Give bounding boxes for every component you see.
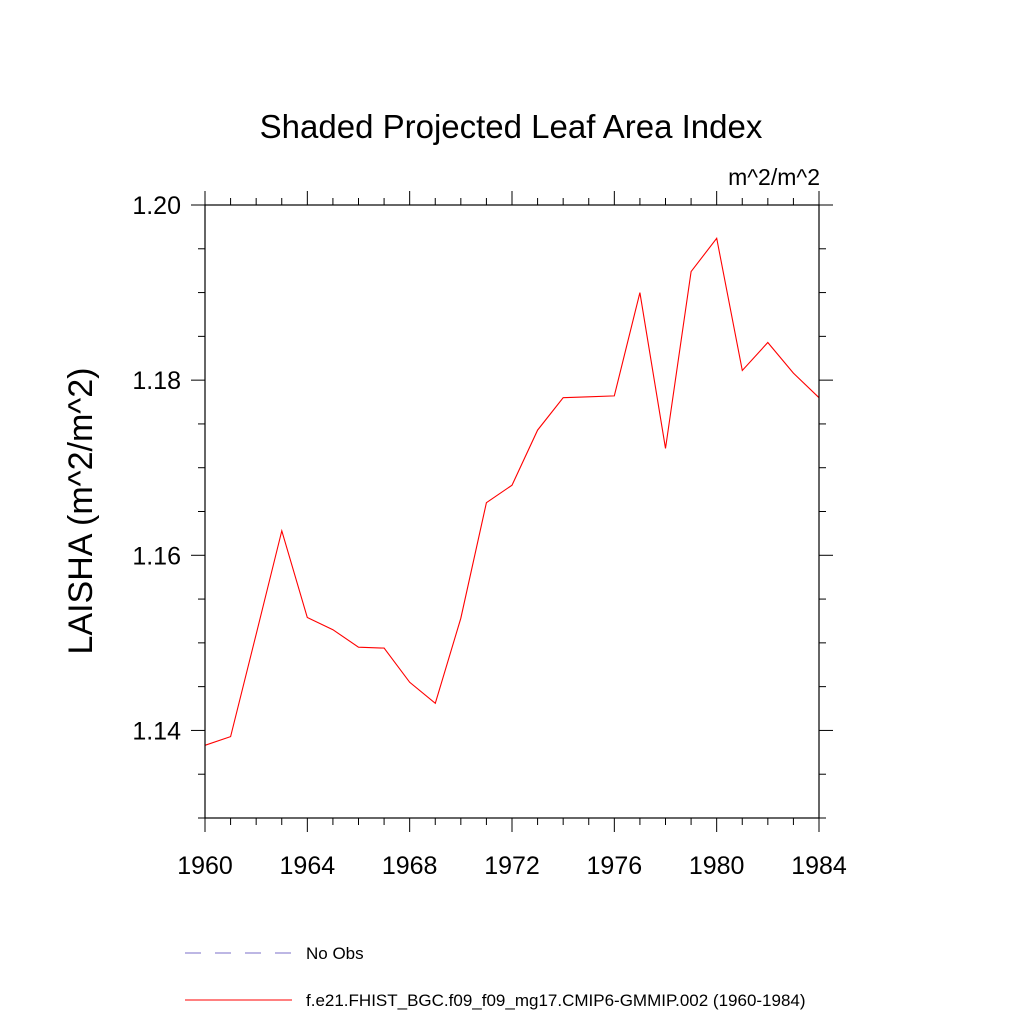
axis-ticks xyxy=(191,191,833,832)
plot-frame xyxy=(204,204,820,819)
x-tick-label: 1968 xyxy=(382,852,438,880)
x-tick-label: 1984 xyxy=(791,852,847,880)
chart-title: Shaded Projected Leaf Area Index xyxy=(260,108,763,145)
series-lines xyxy=(204,236,820,746)
x-tick-label: 1976 xyxy=(587,852,643,880)
x-tick-labels: 1960 1964 1968 1972 1976 1980 1984 xyxy=(177,852,847,880)
legend: No Obs f.e21.FHIST_BGC.f09_f09_mg17.CMIP… xyxy=(185,944,806,1010)
series-line xyxy=(204,236,820,746)
y-tick-label: 1.16 xyxy=(132,542,181,570)
y-tick-label: 1.18 xyxy=(132,367,181,395)
x-tick-label: 1972 xyxy=(484,852,540,880)
units-label: m^2/m^2 xyxy=(728,164,820,190)
y-tick-label: 1.20 xyxy=(132,192,181,220)
x-tick-label: 1960 xyxy=(177,852,233,880)
legend-label-no-obs: No Obs xyxy=(306,944,364,963)
legend-label-model: f.e21.FHIST_BGC.f09_f09_mg17.CMIP6-GMMIP… xyxy=(306,991,806,1010)
y-axis-label: LAISHA (m^2/m^2) xyxy=(62,368,100,655)
x-tick-label: 1964 xyxy=(280,852,336,880)
x-tick-label: 1980 xyxy=(689,852,745,880)
y-tick-label: 1.14 xyxy=(132,717,181,745)
y-tick-labels: 1.14 1.16 1.18 1.20 xyxy=(132,192,181,745)
